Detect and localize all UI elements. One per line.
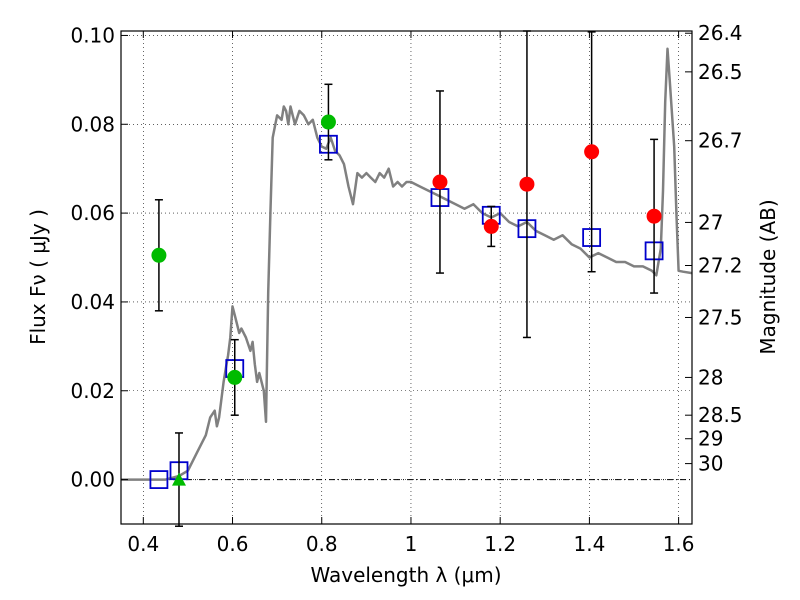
right-tick-label: 26.7 [698, 129, 743, 153]
right-tick-label: 27.2 [698, 254, 743, 278]
x-tick-label: 1.6 [663, 532, 695, 556]
x-tick-label: 0.4 [127, 532, 159, 556]
observed-point [432, 174, 448, 190]
y-tick-label: 0.02 [70, 379, 115, 403]
observed-point [646, 208, 662, 224]
right-tick-label: 29 [698, 427, 723, 451]
observed-point [151, 247, 167, 263]
x-tick-label: 0.8 [306, 532, 338, 556]
right-tick-label: 27.5 [698, 305, 743, 329]
markers [149, 30, 664, 527]
y-tick-label: 0.08 [70, 112, 115, 136]
x-tick-label: 1 [405, 532, 418, 556]
right-tick-label: 30 [698, 452, 723, 476]
right-tick-label: 26.4 [698, 21, 743, 45]
observed-point [584, 144, 600, 160]
y-tick-label: 0.10 [70, 23, 115, 47]
upper-limit-marker [171, 472, 186, 486]
plot-frame [120, 30, 693, 525]
model-band-square [149, 470, 169, 489]
observed-point [483, 218, 499, 234]
observed-point [519, 176, 535, 192]
right-tick-label: 28.5 [698, 403, 743, 427]
y-tick-label: 0.06 [70, 201, 115, 225]
plot-background [121, 31, 692, 524]
y-axis-title: Flux Fν ( μJy ) [26, 209, 50, 345]
right-tick-label: 27 [698, 210, 723, 234]
y-tick-label: 0.04 [70, 290, 115, 314]
y-tick-label: 0.00 [70, 468, 115, 492]
observed-point [320, 114, 336, 130]
right-axis-title: Magnitude (AB) [756, 199, 780, 354]
observed-point [227, 369, 243, 385]
right-tick-label: 28 [698, 365, 723, 389]
model-sed-line [121, 47, 692, 481]
plot-area [121, 47, 692, 481]
x-axis-title: Wavelength λ (μm) [310, 563, 501, 587]
x-tick-label: 0.6 [217, 532, 249, 556]
x-tick-label: 1.4 [573, 532, 605, 556]
ticks: 0.4 0.6 0.8 1 1.2 1.4 1.6 0.00 0.02 0.04 0.06 0.08 0… [70, 21, 742, 556]
right-tick-label: 26.5 [698, 60, 743, 84]
x-tick-label: 1.2 [484, 532, 516, 556]
